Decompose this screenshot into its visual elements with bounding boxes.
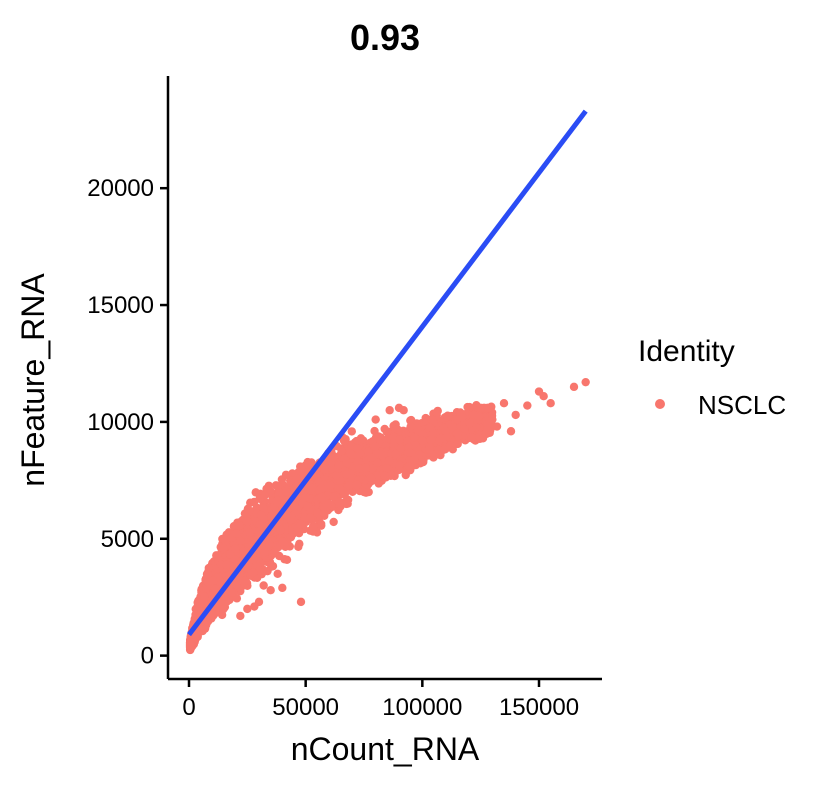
data-point: [310, 522, 319, 532]
data-point: [347, 427, 356, 436]
data-point: [255, 494, 264, 503]
data-point: [374, 479, 383, 488]
data-point: [243, 517, 252, 526]
data-point: [332, 471, 341, 480]
data-point: [339, 436, 349, 446]
data-point: [241, 576, 250, 585]
data-point: [259, 504, 268, 514]
data-point: [380, 424, 389, 434]
data-point: [403, 436, 412, 446]
data-point: [252, 503, 262, 512]
data-point: [378, 451, 387, 460]
data-point: [329, 517, 338, 527]
data-point: [367, 464, 377, 473]
data-point: [236, 586, 245, 596]
data-point: [292, 474, 302, 484]
data-point: [255, 566, 264, 575]
data-point: [373, 458, 382, 467]
data-point: [337, 446, 346, 456]
data-point: [463, 402, 472, 412]
data-point: [342, 458, 351, 468]
data-point: [295, 539, 304, 549]
data-point: [251, 488, 260, 497]
data-point: [443, 411, 452, 420]
data-point: [326, 481, 335, 490]
data-point: [278, 537, 287, 546]
data-point: [294, 467, 303, 477]
data-point: [404, 462, 414, 471]
data-point: [276, 526, 285, 535]
data-point: [219, 544, 228, 553]
data-point: [304, 460, 313, 469]
data-point: [204, 563, 213, 573]
data-point: [406, 416, 415, 425]
data-point: [413, 425, 423, 434]
data-point: [240, 509, 250, 518]
data-point: [417, 457, 427, 467]
data-point: [317, 521, 326, 530]
points-layer: [185, 377, 590, 655]
data-point: [286, 532, 296, 542]
plot-title: 0.93: [350, 17, 420, 58]
data-point: [281, 470, 291, 479]
data-point: [275, 487, 284, 497]
data-point: [235, 521, 244, 530]
data-point: [329, 453, 338, 462]
data-point: [266, 486, 275, 496]
data-point: [395, 461, 404, 470]
